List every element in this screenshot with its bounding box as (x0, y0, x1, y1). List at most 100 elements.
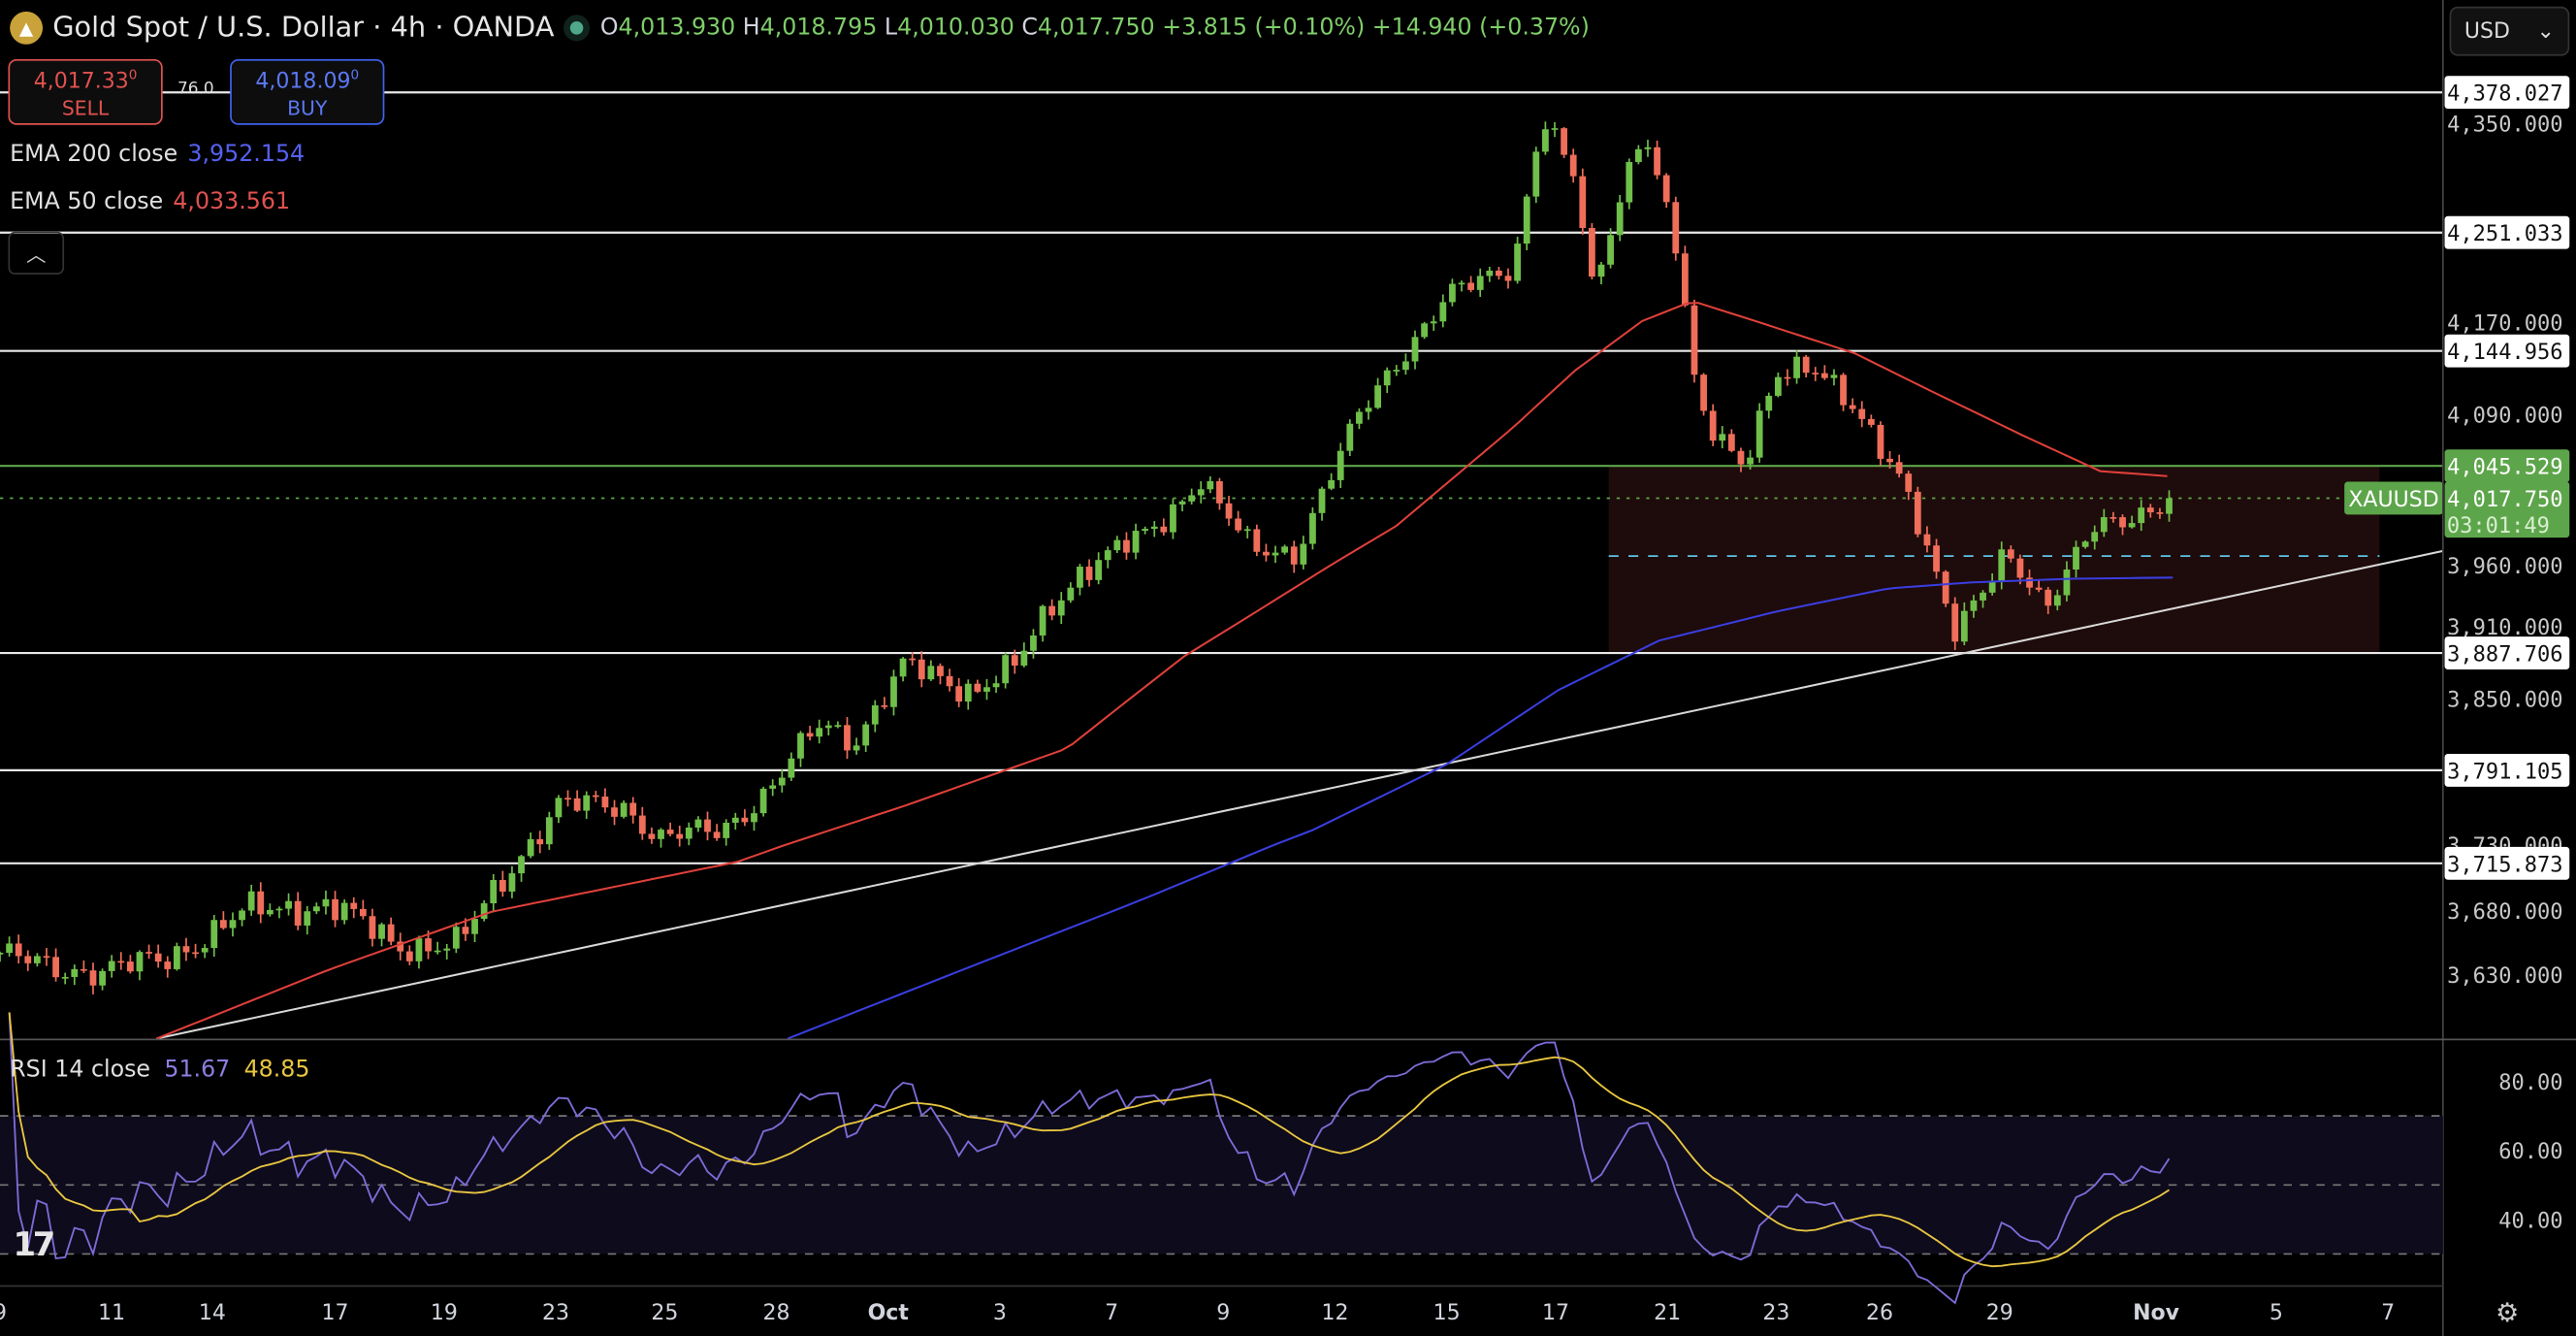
candle-up (1774, 376, 1782, 396)
level-price-badge (2444, 334, 2570, 368)
ema50-legend[interactable]: EMA 50 close 4,033.561 (10, 188, 291, 215)
candle-down (154, 953, 162, 962)
candle-up (927, 666, 935, 680)
level-price-badge (2444, 636, 2570, 670)
time-tick-label: 12 (1321, 1301, 1348, 1325)
price-tick-label: 3,680.000 (2447, 900, 2562, 925)
time-tick-label: Nov (2133, 1301, 2180, 1325)
candle-down (1011, 655, 1018, 666)
candle-down (573, 798, 581, 811)
candle-down (1253, 529, 1261, 552)
candle-up (312, 906, 320, 912)
candle-up (2138, 507, 2145, 524)
candle-down (2007, 549, 2014, 559)
level-price-label: 3,887.706 (2447, 643, 2562, 668)
candle-up (983, 687, 990, 692)
candle-up (723, 822, 730, 838)
candle-down (955, 686, 963, 702)
candle-up (555, 798, 563, 818)
candle-up (751, 813, 757, 823)
candle-down (1085, 567, 1093, 580)
candle-up (1439, 302, 1447, 322)
collapse-legend-button[interactable]: ︿ (8, 231, 65, 275)
level-price-label: 4,251.033 (2447, 222, 2562, 246)
symbol-tag-label: XAUUSD (2348, 488, 2438, 512)
price-tick-label: 3,850.000 (2447, 688, 2562, 712)
candle-up (201, 948, 209, 953)
time-tick-label: 23 (542, 1301, 569, 1325)
rsi-legend[interactable]: RSI 14 close 51.67 48.85 (10, 1057, 310, 1084)
level-price-badge (2444, 449, 2570, 483)
chevron-up-icon: ︿ (26, 242, 47, 266)
rsi-axis-label: 60.00 (2498, 1140, 2562, 1164)
level-price-badge (2444, 215, 2570, 249)
candle-up (583, 795, 591, 811)
candle-down (666, 830, 674, 834)
candle-down (844, 725, 851, 751)
buy-button[interactable]: 4,018.090 BUY (230, 58, 385, 125)
settings-gear-icon[interactable]: ⚙ (2496, 1296, 2520, 1328)
candle-up (620, 802, 628, 817)
candle-up (1765, 395, 1773, 411)
candle-up (899, 658, 907, 677)
candle-up (434, 950, 441, 953)
candle-down (2016, 558, 2024, 578)
candle-down (350, 902, 358, 909)
gold-symbol-logo-icon: ▲ (10, 11, 44, 45)
candle-up (322, 898, 330, 907)
candle-up (1104, 550, 1111, 561)
candle-up (1523, 196, 1530, 244)
candle-down (1589, 227, 1595, 277)
candle-up (99, 970, 106, 986)
candle-down (1263, 551, 1270, 556)
candle-up (1243, 529, 1251, 532)
candle-up (1988, 580, 1996, 593)
sell-button[interactable]: 4,017.330 SELL (8, 58, 163, 125)
candle-up (1365, 407, 1372, 412)
candle-down (52, 957, 59, 978)
candle-down (332, 898, 338, 921)
candle-down (126, 961, 134, 972)
candle-up (1970, 600, 1978, 611)
candle-up (443, 948, 451, 951)
candle-down (1160, 526, 1168, 533)
candle-up (685, 827, 692, 839)
candle-up (1318, 488, 1326, 513)
candle-up (871, 705, 879, 725)
candle-down (1914, 491, 1921, 535)
candle-up (1542, 129, 1549, 152)
currency-select[interactable]: USD ⌄ (2449, 6, 2570, 56)
ema200-legend[interactable]: EMA 200 close 3,952.154 (10, 141, 306, 168)
price-tick-label: 4,170.000 (2447, 311, 2562, 336)
candle-down (117, 961, 125, 963)
candle-up (1486, 270, 1494, 277)
candle-down (294, 900, 302, 926)
market-status-icon[interactable] (564, 15, 591, 42)
price-tick-label: 3,960.000 (2447, 555, 2562, 579)
candle-up (0, 953, 4, 955)
candle-up (1188, 495, 1196, 502)
time-tick-label: 19 (431, 1301, 458, 1325)
candle-up (2091, 532, 2099, 542)
price-tick-label: 3,910.000 (2447, 616, 2562, 640)
current-price-badge (2444, 481, 2570, 538)
candle-down (2156, 512, 2164, 514)
current-price-label: 4,017.750 (2447, 488, 2562, 512)
candle-up (1039, 605, 1046, 636)
candle-up (1793, 356, 1800, 378)
candle-down (2146, 507, 2154, 513)
candle-up (694, 819, 702, 828)
candle-up (1020, 650, 1028, 666)
candle-up (658, 830, 664, 839)
candle-down (397, 941, 404, 952)
candle-up (862, 724, 870, 746)
candle-up (210, 920, 218, 949)
symbol-title[interactable]: Gold Spot / U.S. Dollar · 4h · OANDA (52, 11, 555, 45)
rsi-axis-label: 80.00 (2498, 1071, 2562, 1095)
candle-up (1374, 385, 1382, 408)
symbol-header: ▲ Gold Spot / U.S. Dollar · 4h · OANDA O… (10, 11, 1590, 45)
candle-down (369, 916, 376, 939)
candle-down (1700, 375, 1707, 411)
candle-down (1727, 434, 1735, 451)
